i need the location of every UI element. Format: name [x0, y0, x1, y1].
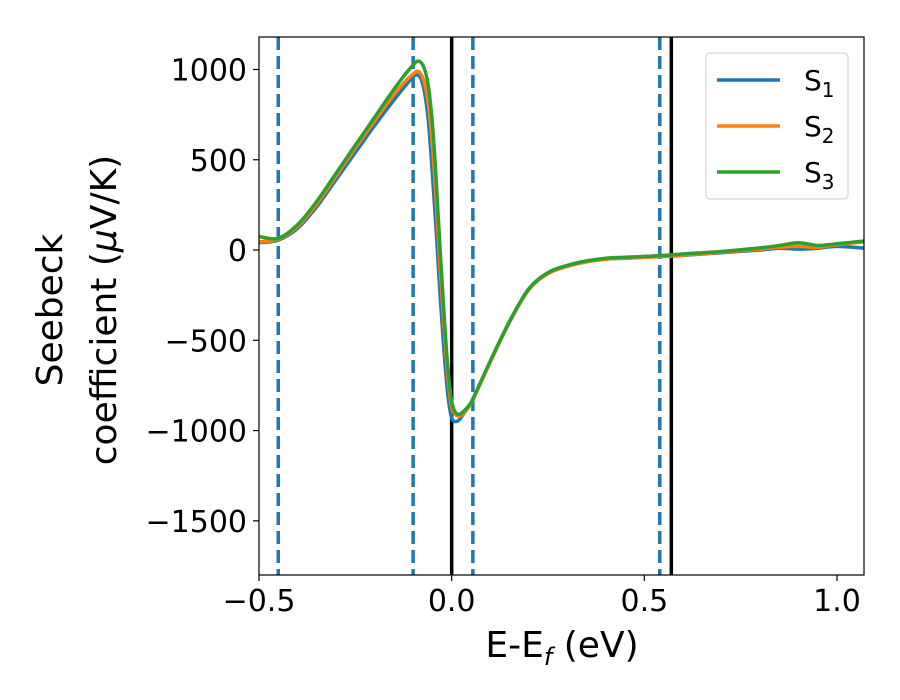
y-tick-label-0: 1000	[171, 53, 247, 88]
y-axis-label-line1: Seebeck	[30, 233, 71, 386]
y-tick-label-1: 500	[190, 144, 247, 179]
legend: S1 S2 S3	[705, 52, 849, 200]
y-tick-label-4: −1000	[146, 415, 247, 450]
series-line-S3	[259, 59, 864, 417]
series-lines	[259, 59, 864, 424]
x-tick-label-2: 0.5	[620, 584, 668, 619]
y-axis-label-mu: μ	[84, 229, 125, 253]
legend-label-S2: S2	[804, 110, 835, 148]
y-tick-label-5: −1500	[146, 505, 247, 540]
y-axis-label-line2-b: V/K)	[84, 155, 125, 229]
plot-area	[258, 36, 865, 576]
x-axis-label-suffix: (eV)	[552, 625, 638, 666]
reference-lines	[276, 37, 674, 575]
x-tick-label-1: 0.0	[428, 584, 476, 619]
x-tick-label-3: 1.0	[813, 584, 861, 619]
legend-label-S1: S1	[804, 64, 835, 102]
y-axis-label-line2-a: coefficient (	[84, 252, 125, 465]
y-axis-ticks: 1000 500 0 −500 −1000 −1500	[146, 53, 259, 540]
y-tick-label-2: 0	[228, 234, 247, 269]
y-axis-label-line2: coefficient (μV/K)	[84, 155, 125, 465]
plot-frame	[258, 36, 865, 576]
legend-label-S3: S3	[804, 156, 835, 194]
x-axis-label-main: E-E	[485, 625, 543, 666]
x-tick-label-0: −0.5	[223, 584, 296, 619]
x-axis-label: E-Ef (eV)	[485, 625, 638, 671]
y-tick-label-3: −500	[165, 324, 247, 359]
x-axis-ticks: −0.5 0.0 0.5 1.0	[223, 575, 861, 619]
